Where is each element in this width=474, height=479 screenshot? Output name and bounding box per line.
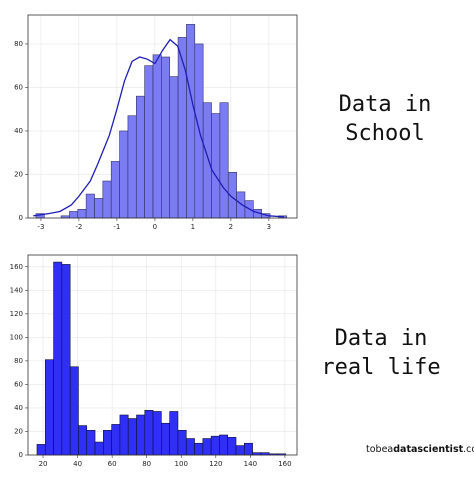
bar: [78, 425, 88, 456]
bar: [152, 411, 162, 456]
bar: [119, 130, 129, 219]
bar: [110, 161, 120, 219]
y-tick-label: 40: [14, 127, 23, 135]
bar: [177, 429, 187, 456]
bar: [185, 438, 195, 456]
axes-frame: [27, 14, 298, 219]
bar: [103, 429, 112, 456]
bar: [219, 434, 229, 456]
bar: [177, 37, 187, 219]
x-tick-label: 3: [267, 223, 271, 231]
watermark-part: tobea: [366, 444, 393, 455]
x-tick-label: 120: [209, 460, 222, 468]
x-tick-label: 2: [229, 223, 233, 231]
bar: [102, 180, 112, 219]
bar: [136, 414, 146, 456]
caption: Data in: [335, 326, 428, 351]
x-tick-label: 140: [244, 460, 257, 468]
x-tick-label: 60: [108, 460, 117, 468]
watermark-part: datascientist: [393, 444, 463, 455]
bar: [144, 65, 154, 219]
bar: [219, 102, 229, 219]
bar: [202, 438, 212, 456]
bar: [202, 102, 212, 219]
bar: [194, 442, 204, 456]
x-tick-label: 40: [73, 460, 82, 468]
y-tick-label: 60: [14, 380, 23, 388]
bar: [127, 115, 137, 219]
bar: [61, 264, 71, 456]
bar: [94, 198, 104, 219]
x-tick-label: 80: [142, 460, 151, 468]
x-tick-label: -1: [113, 223, 120, 231]
bar: [85, 193, 95, 219]
axes-frame: [27, 254, 298, 456]
y-tick-label: 120: [10, 310, 23, 318]
y-tick-label: 20: [14, 170, 23, 178]
bar: [144, 409, 154, 456]
bar: [111, 424, 121, 456]
bar: [169, 411, 179, 456]
y-tick-label: 80: [14, 40, 23, 48]
bar: [53, 261, 63, 456]
bar: [236, 191, 246, 219]
y-tick-label: 100: [10, 333, 23, 341]
bar: [69, 366, 79, 456]
bar: [161, 56, 171, 219]
bar: [119, 414, 129, 456]
y-tick-label: 40: [14, 404, 23, 412]
caption: real life: [321, 355, 440, 380]
x-tick-label: 100: [175, 460, 188, 468]
x-tick-label: 1: [191, 223, 195, 231]
bar: [135, 95, 145, 219]
x-tick-label: -3: [37, 223, 44, 231]
bar: [186, 24, 196, 219]
y-tick-label: 80: [14, 357, 23, 365]
bar: [69, 211, 79, 219]
bar: [161, 422, 170, 456]
bar: [244, 442, 253, 456]
y-tick-label: 60: [14, 83, 23, 91]
y-tick-label: 160: [10, 263, 23, 271]
bar: [152, 54, 162, 219]
x-tick-label: 160: [278, 460, 291, 468]
watermark: tobeadatascientist.com: [366, 444, 474, 455]
bar: [169, 76, 179, 219]
bar: [210, 435, 220, 456]
bar: [94, 441, 104, 456]
caption: Data in: [339, 92, 432, 117]
caption: School: [345, 121, 424, 146]
x-tick-label: 20: [39, 460, 48, 468]
y-tick-label: 140: [10, 286, 23, 294]
kde-line: [33, 38, 285, 218]
bar: [77, 208, 87, 219]
y-tick-label: 20: [14, 427, 23, 435]
bar: [235, 445, 245, 456]
bar: [227, 437, 237, 456]
bar: [127, 418, 137, 456]
y-tick-label: 0: [19, 451, 23, 459]
x-tick-label: 0: [153, 223, 157, 231]
bar: [211, 113, 221, 219]
x-tick-label: -2: [75, 223, 82, 231]
bar: [36, 444, 46, 456]
bar: [44, 359, 54, 456]
bar: [86, 429, 96, 456]
watermark-part: .com: [463, 444, 474, 455]
y-tick-label: 0: [19, 214, 23, 222]
